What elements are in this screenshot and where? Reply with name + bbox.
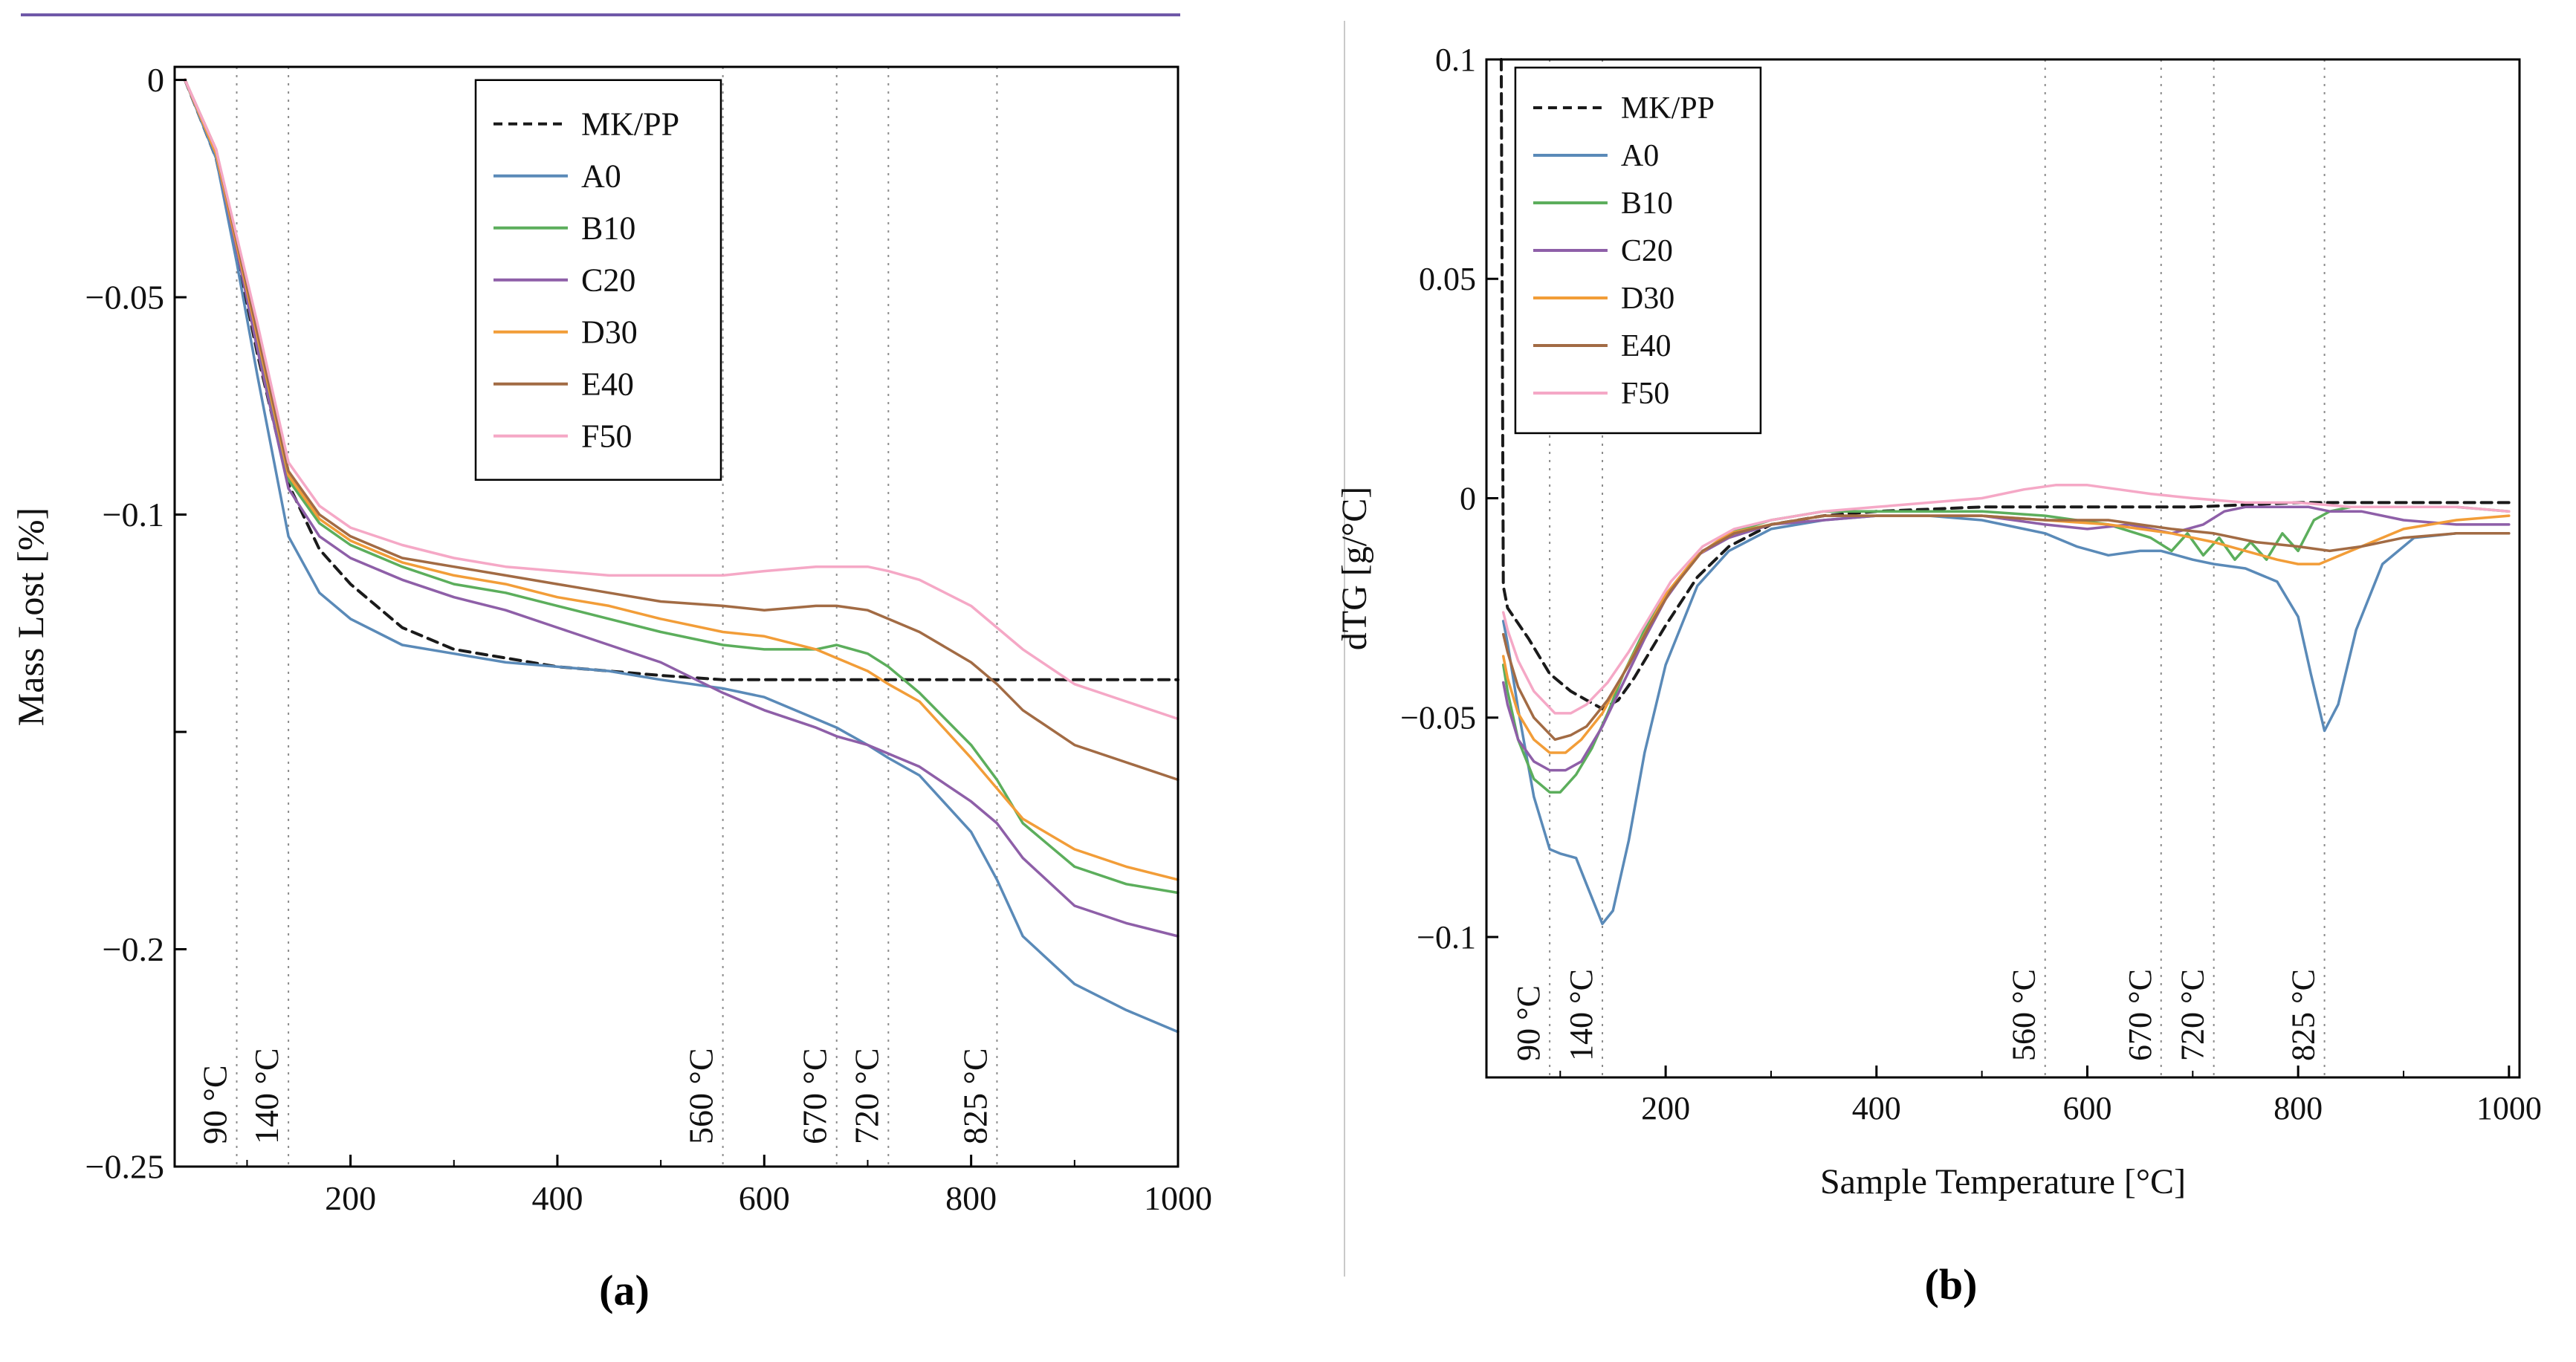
x-tick-label: 800 (2274, 1090, 2323, 1126)
gridline-label: 140 °C (247, 1048, 285, 1144)
y-axis-label: dTG [g/°C] (1335, 487, 1374, 651)
series-mk-pp (1499, 58, 2511, 710)
chart-a: 90 °C 140 °C 560 °C 670 °C 720 °C 825 °C 200 40… (7, 22, 1241, 1315)
gridline-label: 90 °C (196, 1065, 234, 1144)
gridline-label: 825 °C (956, 1048, 994, 1144)
y-tick-label: 0.1 (1435, 42, 1476, 78)
series-c20 (184, 78, 1179, 938)
y-axis-label: Mass Lost [%] (10, 507, 51, 726)
top-border-rule (21, 13, 1180, 16)
y-tick-label: 0 (147, 61, 164, 99)
chart-a-canvas: 90 °C 140 °C 560 °C 670 °C 720 °C 825 °C 200 40… (10, 61, 1212, 1217)
caption-a: (a) (599, 1266, 650, 1314)
gridline-label: 720 °C (2175, 969, 2211, 1061)
gridline-label: 560 °C (2006, 969, 2042, 1061)
gridline-label: 720 °C (847, 1048, 885, 1144)
legend-label: E40 (1621, 329, 1672, 363)
gridline-label: 670 °C (796, 1048, 834, 1144)
gridline-label: 140 °C (1563, 969, 1599, 1061)
legend-label: MK/PP (581, 106, 679, 143)
legend-label: F50 (1621, 377, 1669, 411)
legend-label: C20 (1621, 234, 1673, 268)
gridline-label: 560 °C (682, 1048, 720, 1144)
legend-label: A0 (1621, 139, 1659, 173)
y-tick-label: −0.25 (85, 1148, 164, 1186)
legend-label: B10 (581, 210, 635, 247)
series-e40 (184, 78, 1179, 782)
x-tick-label: 1000 (2476, 1090, 2542, 1126)
legend-label: D30 (581, 314, 638, 351)
plot-frame (1485, 58, 2521, 1079)
x-tick-label: 1000 (1144, 1179, 1212, 1217)
x-tick-label: 600 (2062, 1090, 2111, 1126)
gridline-label: 825 °C (2285, 969, 2322, 1061)
gridline-label: 90 °C (1510, 985, 1547, 1061)
x-axis-label: Sample Temperature [°C] (1820, 1162, 2186, 1202)
series-f50 (1501, 484, 2511, 715)
legend-label: MK/PP (1621, 91, 1715, 126)
x-tick-label: 400 (1852, 1090, 1901, 1126)
series-a0 (1501, 514, 2511, 926)
series-f50 (184, 78, 1179, 721)
y-tick-label: −0.2 (103, 930, 164, 968)
legend-label: C20 (581, 262, 635, 299)
chart-b-canvas: 90 °C 140 °C 560 °C 670 °C 720 °C 825 °C 200 40… (1335, 42, 2542, 1202)
legend-label: F50 (581, 418, 632, 455)
chart-b: 90 °C 140 °C 560 °C 670 °C 720 °C 825 °C 200 40… (1330, 7, 2572, 1309)
y-tick-label: 0.05 (1419, 261, 1476, 297)
y-tick-label: −0.1 (1417, 919, 1476, 956)
series-a0 (184, 78, 1179, 1034)
x-tick-label: 400 (531, 1179, 583, 1217)
x-tick-label: 800 (945, 1179, 997, 1217)
x-tick-label: 200 (325, 1179, 376, 1217)
plot-frame (173, 65, 1179, 1168)
series-d30 (184, 78, 1179, 881)
x-tick-label: 200 (1641, 1090, 1690, 1126)
caption-b: (b) (1924, 1260, 1978, 1309)
legend-label: A0 (581, 158, 621, 195)
gridline-label: 670 °C (2122, 969, 2158, 1061)
x-tick-label: 600 (739, 1179, 790, 1217)
y-tick-label: −0.1 (103, 496, 164, 534)
series-e40 (1501, 514, 2511, 742)
series-b10 (1501, 505, 2511, 794)
legend-label: B10 (1621, 187, 1673, 221)
series-b10 (184, 78, 1179, 895)
legend-label: E40 (581, 366, 634, 403)
legend-label: D30 (1621, 282, 1674, 316)
y-tick-label: −0.05 (85, 279, 164, 317)
y-tick-label: 0 (1460, 480, 1476, 516)
panel-b-left-rule (1344, 21, 1345, 1277)
y-tick-label: −0.05 (1400, 700, 1476, 736)
